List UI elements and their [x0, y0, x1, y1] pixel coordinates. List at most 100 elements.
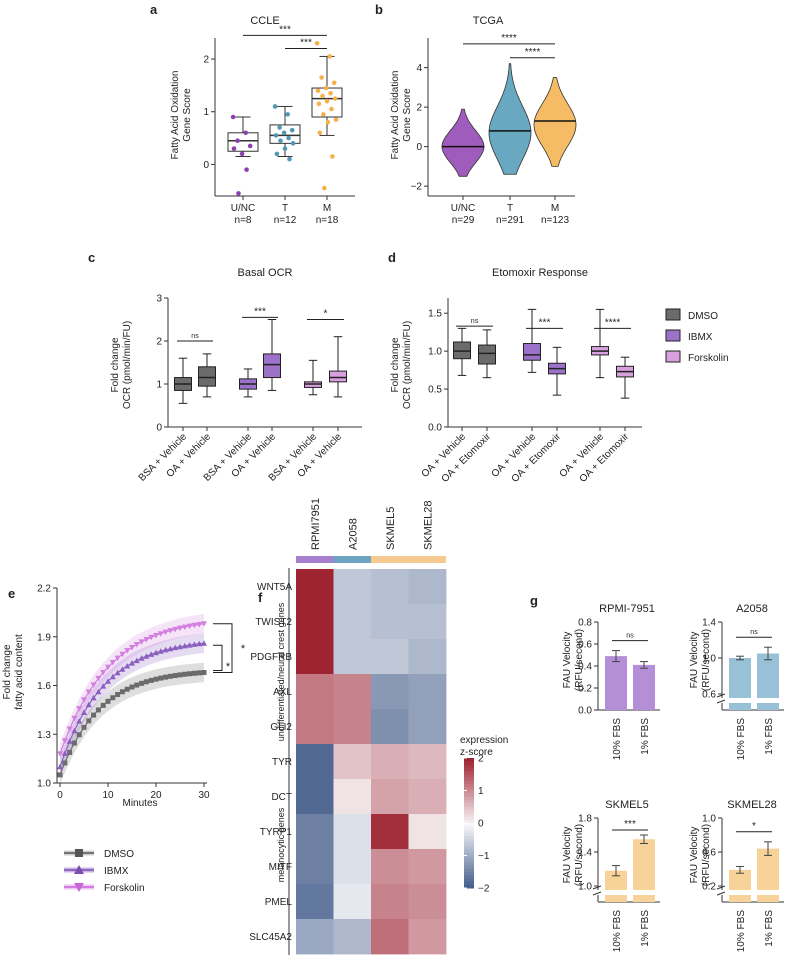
e-marker-forskolin — [95, 675, 102, 682]
g4-axis-break-mark — [716, 891, 726, 896]
c-5-box — [329, 370, 347, 383]
e-marker-forskolin — [186, 623, 193, 630]
g1-sig-label: ns — [626, 633, 634, 640]
legend-e-ibmx-marker — [74, 865, 84, 874]
g2-x-tick-label: 10% FBS — [736, 718, 747, 761]
e-x-tick-label: 0 — [57, 790, 63, 801]
g4-y-tick-label: 1.0 — [702, 814, 716, 825]
b-sig-label: **** — [501, 33, 517, 44]
e-marker-ibmx — [186, 642, 193, 648]
a-point — [324, 98, 330, 104]
heatmap-cell — [408, 779, 447, 815]
heatmap-cell — [371, 814, 409, 850]
heatmap-cell — [296, 604, 334, 640]
a-point — [244, 167, 249, 172]
g3-y-tick-label: 1.0 — [578, 882, 592, 893]
heatmap-cell — [296, 674, 334, 710]
heatmap-column-annotation — [296, 556, 334, 563]
g1-y-tick-label: 0.2 — [578, 684, 592, 695]
a-point — [322, 185, 327, 191]
a-1-box — [269, 124, 301, 144]
heatmap-scale-segment — [464, 787, 474, 791]
a-point — [328, 91, 333, 96]
g1-ylabel: FAU Velocity(RFU/second) — [562, 629, 585, 691]
heatmap-column-label: SKMEL5 — [385, 507, 397, 550]
e-y-tick-label: 1.3 — [37, 730, 51, 741]
heatmap-scale-segment — [464, 865, 474, 869]
heatmap-cell — [333, 604, 372, 640]
e-marker-dmso — [105, 698, 111, 704]
e-sig-bracket-inner — [213, 644, 223, 671]
c-sig-label: *** — [254, 306, 266, 317]
e-marker-forskolin — [85, 689, 92, 696]
heatmap-column-annotation — [333, 556, 371, 563]
a-point — [320, 93, 325, 99]
e-marker-dmso — [201, 670, 207, 675]
e-marker-forskolin — [90, 682, 97, 688]
e-marker-ibmx — [105, 678, 111, 684]
g2-axis-break-mark — [716, 699, 726, 704]
heatmap-cell — [296, 779, 334, 815]
a-point — [323, 85, 329, 91]
e-marker-ibmx — [201, 640, 207, 646]
e-marker-forskolin — [153, 632, 159, 639]
g4-y-tick-label: 0.6 — [702, 848, 716, 859]
legend-cd: DMSO IBMX Forskolin — [665, 308, 729, 364]
panel-c-letter: c — [88, 250, 95, 265]
c-y-tick-label: 0 — [156, 423, 162, 434]
panel-e-letter: e — [8, 586, 15, 601]
e-marker-forskolin — [162, 629, 169, 636]
panel-g-letter: g — [530, 593, 538, 608]
d-sig-label: **** — [605, 317, 621, 328]
a-point — [247, 143, 253, 149]
heatmap-column-label: SKMEL28 — [422, 500, 434, 550]
e-marker-forskolin — [109, 659, 116, 666]
e-marker-ibmx — [181, 642, 188, 649]
panel-c-title: Basal OCR — [237, 267, 292, 279]
e-marker-dmso — [57, 772, 63, 778]
e-marker-forskolin — [201, 621, 207, 627]
e-marker-dmso — [167, 673, 173, 679]
panel-b-letter: b — [375, 2, 383, 17]
g3-axis-break — [592, 890, 662, 895]
e-marker-forskolin — [71, 715, 78, 722]
legend-dmso-swatch — [665, 308, 681, 321]
e-marker-ibmx — [148, 651, 155, 657]
heatmap-cell — [408, 849, 447, 885]
heatmap-cell — [371, 884, 409, 920]
e-marker-forskolin — [191, 622, 198, 629]
a-point — [333, 117, 339, 122]
c-3-box — [263, 353, 281, 379]
b-y-tick-label: 2 — [416, 103, 422, 114]
heatmap-scale-label: −2 — [478, 884, 490, 895]
c-y-tick-label: 3 — [156, 294, 162, 305]
heatmap-scale-segment — [464, 816, 474, 821]
a-point — [325, 119, 331, 125]
e-marker-ibmx — [196, 640, 203, 647]
e-marker-ibmx — [81, 709, 87, 716]
heatmap-column-annotation — [371, 556, 409, 563]
a-n-label: n=18 — [316, 215, 339, 226]
e-marker-ibmx — [100, 683, 107, 689]
panel-e-xlabel: Minutes — [122, 798, 157, 809]
heatmap-scale-segment — [464, 767, 474, 772]
heatmap-scale-segment — [464, 819, 474, 824]
e-marker-dmso — [67, 749, 73, 755]
heatmap-cell — [333, 814, 372, 850]
e-marker-ibmx — [119, 666, 126, 672]
heatmap-column-annotation — [408, 556, 446, 563]
heatmap-scale-segment — [464, 829, 474, 834]
g3-y-tick-label: 1.8 — [578, 814, 592, 825]
heatmap-cell — [371, 709, 409, 745]
heatmap-cell — [371, 849, 409, 885]
e-marker-ibmx — [90, 694, 97, 701]
e-marker-dmso — [182, 671, 188, 677]
a-point — [321, 112, 326, 117]
a-point — [289, 127, 295, 133]
g3-sig-label: *** — [624, 819, 636, 830]
heatmap-cell — [296, 849, 334, 885]
e-marker-ibmx — [157, 648, 164, 654]
a-point — [287, 156, 292, 162]
c-y-tick-label: 2 — [156, 337, 162, 348]
